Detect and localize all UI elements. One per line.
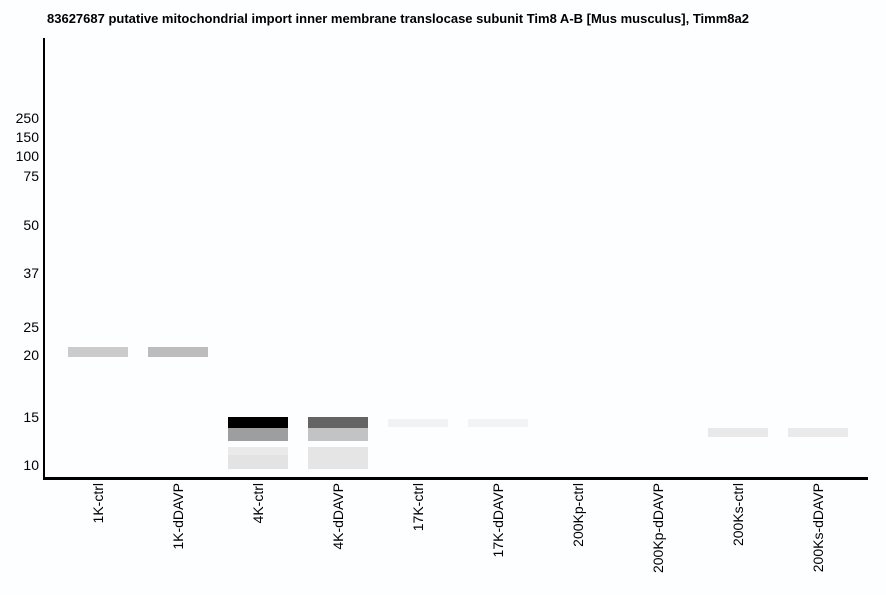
chart-title: 83627687 putative mitochondrial import i… xyxy=(47,11,749,26)
y-axis-tick-label: 250 xyxy=(15,110,39,126)
gel-band xyxy=(148,347,208,357)
y-axis-tick-label: 15 xyxy=(23,409,39,425)
y-axis-tick-label: 20 xyxy=(23,347,39,363)
x-axis-line xyxy=(43,477,868,480)
lane-label: 1K-ctrl xyxy=(90,483,106,524)
lane-label: 200Kp-ctrl xyxy=(570,483,586,547)
gel-band xyxy=(228,447,288,455)
gel-band xyxy=(68,347,128,357)
lane-label: 4K-ctrl xyxy=(250,483,266,524)
y-axis-tick-label: 25 xyxy=(23,319,39,335)
lane-label: 17K-dDAVP xyxy=(490,483,506,558)
gel-band xyxy=(388,419,448,427)
lane-label: 200Ks-dDAVP xyxy=(810,483,826,573)
gel-band xyxy=(228,455,288,469)
y-axis-tick-label: 150 xyxy=(15,129,39,145)
lane-label: 17K-ctrl xyxy=(410,483,426,532)
lane-label: 1K-dDAVP xyxy=(170,483,186,550)
y-axis-line xyxy=(43,38,45,480)
y-axis-tick-label: 50 xyxy=(23,217,39,233)
gel-band xyxy=(308,447,368,469)
gel-band xyxy=(228,428,288,441)
gel-band xyxy=(308,428,368,441)
gel-band xyxy=(468,419,528,427)
y-axis-tick-label: 75 xyxy=(23,168,39,184)
gel-band xyxy=(788,428,848,437)
y-axis-tick-label: 10 xyxy=(23,457,39,473)
lane-label: 4K-dDAVP xyxy=(330,483,346,550)
y-axis-tick-label: 100 xyxy=(15,148,39,164)
lane-label: 200Kp-dDAVP xyxy=(650,483,666,574)
y-axis-tick-label: 37 xyxy=(23,265,39,281)
gel-band xyxy=(308,417,368,428)
gel-band xyxy=(228,417,288,428)
gel-band xyxy=(708,428,768,437)
lane-label: 200Ks-ctrl xyxy=(730,483,746,547)
